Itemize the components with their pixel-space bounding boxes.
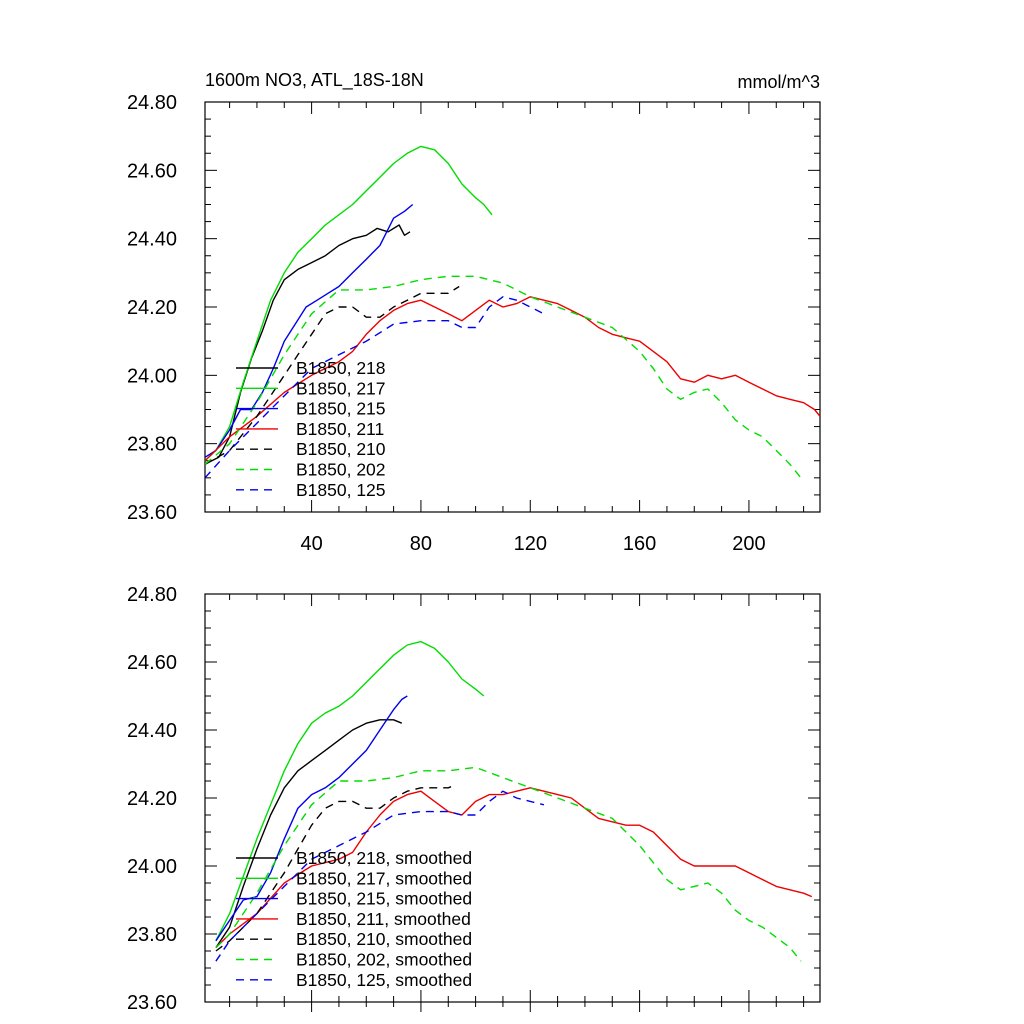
y-tick-label: 24.20 — [127, 788, 177, 810]
series-line — [205, 203, 414, 458]
legend-label: B1850, 218, smoothed — [296, 848, 472, 868]
y-tick-label: 23.60 — [127, 502, 177, 524]
series-line — [215, 719, 403, 948]
panel-top: 23.60 23.80 24.00 24.20 24.40 24.60 24.80 40 80 1… — [127, 70, 821, 555]
legend-label: B1850, 125 — [296, 480, 386, 500]
y-tick-label: 24.40 — [127, 229, 177, 251]
legend-label: B1850, 202 — [296, 460, 386, 480]
chart-title: 1600m NO3, ATL_18S-18N — [205, 70, 424, 91]
units-label: mmol/m^3 — [738, 72, 820, 92]
y-tick-label: 23.60 — [127, 992, 177, 1014]
series-line — [205, 296, 545, 479]
series-group — [215, 640, 813, 962]
y-tick-label: 24.00 — [127, 856, 177, 878]
legend-label: B1850, 215, smoothed — [296, 889, 472, 909]
legend-label: B1850, 125, smoothed — [296, 970, 472, 990]
legend-label: B1850, 210 — [296, 439, 386, 459]
series-line — [215, 766, 802, 962]
series-line — [205, 275, 802, 479]
legend-label: B1850, 211 — [296, 419, 384, 439]
x-tick-label: 160 — [623, 533, 656, 555]
x-tick-label: 200 — [732, 533, 765, 555]
series-line — [205, 145, 493, 462]
legend-label: B1850, 215 — [296, 399, 386, 419]
series-line — [215, 783, 457, 952]
y-tick-label: 24.60 — [127, 160, 177, 182]
y-tick-label: 24.80 — [127, 584, 177, 606]
legend-label: B1850, 218 — [296, 358, 386, 378]
legend-label: B1850, 210, smoothed — [296, 929, 472, 949]
legend-label: B1850, 217 — [296, 378, 386, 398]
y-tick-label: 24.00 — [127, 365, 177, 387]
x-tick-label: 120 — [514, 533, 547, 555]
series-line — [215, 790, 545, 962]
y-tick-label: 24.60 — [127, 652, 177, 674]
y-tick-label: 23.80 — [127, 434, 177, 456]
panel-bottom: 23.60 23.80 24.00 24.20 24.40 24.60 24.80 B1850… — [127, 584, 821, 1014]
series-group — [205, 145, 820, 479]
legend-label: B1850, 217, smoothed — [296, 868, 472, 888]
y-tick-label: 24.40 — [127, 720, 177, 742]
series-line — [215, 640, 485, 942]
y-tick-label: 24.20 — [127, 297, 177, 319]
y-tick-label: 24.80 — [127, 92, 177, 114]
x-tick-label: 80 — [410, 533, 432, 555]
series-line — [205, 296, 820, 462]
x-tick-label: 40 — [300, 533, 322, 555]
legend-label: B1850, 211, smoothed — [296, 909, 471, 929]
y-tick-label: 23.80 — [127, 924, 177, 946]
legend-label: B1850, 202, smoothed — [296, 950, 472, 970]
series-line — [215, 787, 813, 949]
